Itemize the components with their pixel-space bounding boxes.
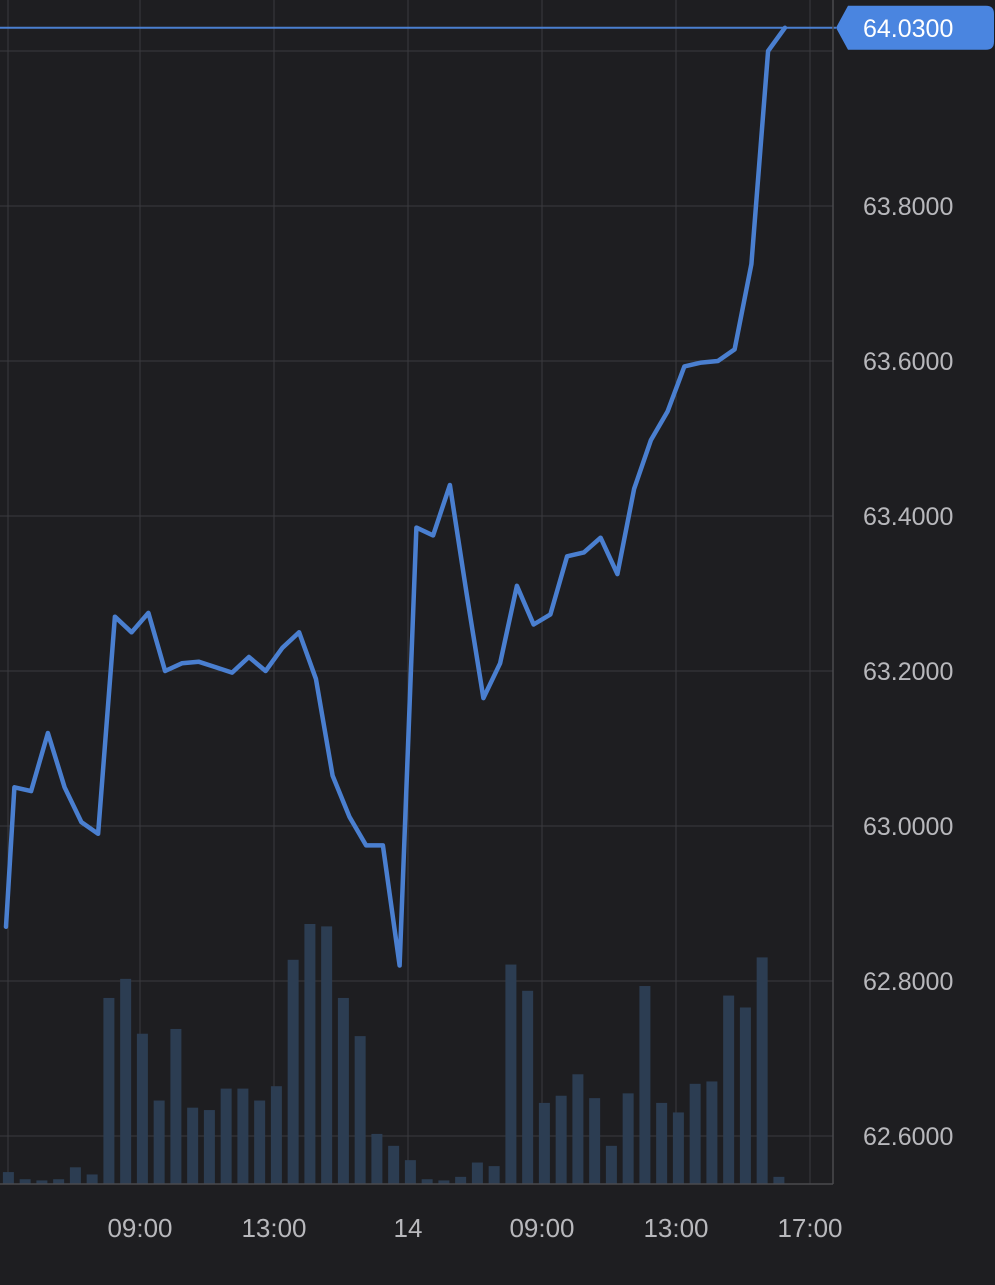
grid xyxy=(0,0,833,1184)
volume-bar xyxy=(153,1100,165,1184)
volume-bar xyxy=(438,1180,450,1184)
x-tick-label: 17:00 xyxy=(777,1213,842,1243)
volume-bar xyxy=(170,1028,182,1184)
y-tick-label: 63.0000 xyxy=(863,813,953,841)
volume-bar xyxy=(187,1107,199,1184)
volume-bar xyxy=(471,1162,483,1184)
x-tick-label: 09:00 xyxy=(509,1213,574,1243)
price-line xyxy=(3,25,788,968)
volume-bar xyxy=(220,1088,232,1184)
axes: 09:00 13:00 14 09:00 13:00 17:00 62.6000 62.800… xyxy=(0,0,953,1243)
y-tick-label: 63.6000 xyxy=(863,348,953,376)
volume-bar xyxy=(19,1179,31,1184)
volume-bar xyxy=(689,1083,701,1184)
x-tick-label: 09:00 xyxy=(107,1213,172,1243)
volume-bar xyxy=(756,957,768,1184)
volume-bar xyxy=(304,924,316,1184)
volume-bar xyxy=(706,1081,718,1184)
volume-bar xyxy=(2,1172,14,1184)
volume-bar xyxy=(455,1176,467,1184)
volume-bar xyxy=(388,1145,400,1184)
volume-bar xyxy=(421,1179,433,1184)
volume-bar xyxy=(739,1007,751,1184)
volume-bar xyxy=(773,1176,785,1184)
y-tick-label: 63.4000 xyxy=(863,503,953,531)
last-price-label: 64.0300 xyxy=(863,15,953,43)
volume-bar xyxy=(120,978,132,1184)
volume-bar xyxy=(203,1110,215,1184)
price-badge-shape xyxy=(836,5,994,50)
x-tick-label: 13:00 xyxy=(643,1213,708,1243)
y-tick-label: 63.2000 xyxy=(863,658,953,686)
y-tick-label: 63.8000 xyxy=(863,193,953,221)
volume-bar xyxy=(337,997,349,1184)
y-tick-label: 62.6000 xyxy=(863,1123,953,1151)
y-tick-label: 62.8000 xyxy=(863,968,953,996)
x-tick-label: 13:00 xyxy=(241,1213,306,1243)
volume-bar xyxy=(404,1160,416,1184)
volume-bar xyxy=(505,964,517,1184)
volume-bar xyxy=(86,1174,98,1184)
volume-bar xyxy=(656,1102,668,1184)
volume-bar xyxy=(103,997,115,1184)
volume-bar xyxy=(136,1033,148,1184)
volume-bar xyxy=(723,995,735,1184)
volume-bar xyxy=(605,1145,617,1184)
last-price-badge: 64.0300 xyxy=(836,5,994,50)
price-series xyxy=(0,25,836,968)
volume-bar xyxy=(69,1167,81,1184)
volume-bar xyxy=(270,1086,282,1184)
volume-bar xyxy=(53,1179,65,1184)
volume-bar xyxy=(572,1074,584,1184)
volume-bar xyxy=(555,1095,567,1184)
volume-bar xyxy=(287,959,299,1184)
volume-bars xyxy=(2,924,785,1184)
volume-bar xyxy=(589,1098,601,1184)
volume-bar xyxy=(672,1112,684,1184)
volume-bar xyxy=(237,1088,249,1184)
volume-bar xyxy=(321,926,333,1184)
volume-bar xyxy=(36,1180,48,1184)
volume-bar xyxy=(538,1102,550,1184)
volume-bar xyxy=(639,986,651,1184)
volume-bar xyxy=(354,1036,366,1184)
volume-bar xyxy=(371,1133,383,1184)
volume-bar xyxy=(522,990,534,1184)
volume-bar xyxy=(622,1093,634,1184)
volume-bar xyxy=(254,1100,266,1184)
x-tick-label: 14 xyxy=(394,1213,423,1243)
volume-bar xyxy=(488,1166,500,1184)
